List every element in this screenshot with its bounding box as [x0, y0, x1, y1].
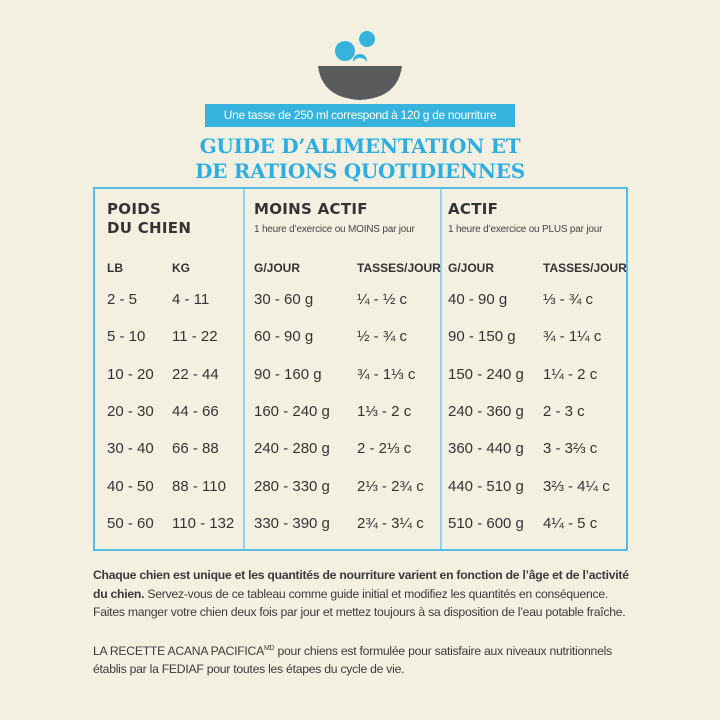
- group-title: MOINS ACTIF: [254, 200, 368, 218]
- column-header: TASSES/JOUR: [357, 261, 441, 275]
- table-cell: 90 - 160 g: [254, 365, 322, 383]
- group-subtitle: 1 heure d’exercice ou MOINS par jour: [254, 224, 415, 235]
- table-cell: 3⅔ - 4¼ c: [543, 477, 610, 495]
- table-cell: 240 - 280 g: [254, 440, 330, 458]
- group-title: POIDS: [107, 200, 162, 218]
- table-cell: 510 - 600 g: [448, 514, 524, 532]
- table-cell: 50 - 60: [107, 514, 154, 532]
- table-cell: ¼ - ½ c: [357, 291, 408, 308]
- table-cell: ⅓ - ¾ c: [543, 291, 594, 308]
- note-bold: Chaque chien est unique et les quantités…: [93, 568, 629, 601]
- column-header: KG: [172, 261, 190, 275]
- bowl-icon: [318, 31, 402, 100]
- note-sup: MD: [263, 644, 275, 652]
- group-subtitle: 1 heure d’exercice ou PLUS par jour: [448, 224, 603, 235]
- table-cell: 5 - 10: [107, 328, 146, 346]
- table-cell: 30 - 40: [107, 440, 154, 458]
- table-cell: 10 - 20: [107, 365, 154, 383]
- table-cell: 330 - 390 g: [254, 514, 330, 532]
- table-cell: 2¾ - 3¼ c: [357, 514, 424, 532]
- table-cell: 360 - 440 g: [448, 440, 524, 458]
- note: Chaque chien est unique et les quantités…: [93, 566, 633, 622]
- table-cell: 66 - 88: [172, 440, 219, 458]
- table-cell: 90 - 150 g: [448, 328, 516, 346]
- note-text: Servez-vous de ce tableau comme guide in…: [93, 586, 626, 620]
- table-cell: 2 - 5: [107, 291, 138, 308]
- note: LA RECETTE ACANA PACIFICAMD pour chiens …: [93, 640, 633, 679]
- table-cell: 3 - 3⅔ c: [543, 440, 598, 458]
- table-cell: 4¼ - 5 c: [543, 514, 598, 532]
- table-cell: 150 - 240 g: [448, 365, 524, 383]
- column-header: TASSES/JOUR: [543, 261, 627, 275]
- column-header: LB: [107, 261, 123, 275]
- table-cell: 44 - 66: [172, 402, 219, 420]
- table-cell: 1¼ - 2 c: [543, 365, 598, 383]
- table-cell: 11 - 22: [172, 328, 218, 346]
- table-cell: 160 - 240 g: [254, 402, 330, 420]
- table-cell: 440 - 510 g: [448, 477, 524, 495]
- column-header: G/JOUR: [448, 261, 495, 275]
- table-cell: 22 - 44: [172, 365, 219, 383]
- divider: [243, 189, 245, 549]
- table-cell: 2⅓ - 2¾ c: [357, 477, 424, 495]
- title-line: DE RATIONS QUOTIDIENNES: [195, 159, 525, 183]
- feeding-table: [93, 187, 628, 551]
- table-cell: 20 - 30: [107, 402, 154, 420]
- table-cell: 60 - 90 g: [254, 328, 314, 346]
- notes: Chaque chien est unique et les quantités…: [93, 566, 633, 697]
- title-line: GUIDE D’ALIMENTATION ET: [199, 134, 521, 158]
- group-title: DU CHIEN: [107, 219, 192, 237]
- note-text: pour chiens est formulée pour satisfaire…: [93, 643, 612, 677]
- banner: Une tasse de 250 ml correspond à 120 g d…: [205, 104, 515, 127]
- note-text: LA RECETTE ACANA PACIFICA: [93, 643, 264, 658]
- table-cell: ¾ - 1¼ c: [543, 328, 602, 346]
- table-cell: 2 - 2⅓ c: [357, 440, 412, 458]
- divider: [440, 189, 442, 549]
- table-cell: 30 - 60 g: [254, 291, 314, 308]
- table-cell: 88 - 110: [172, 477, 226, 495]
- table-cell: 2 - 3 c: [543, 402, 585, 420]
- group-title: ACTIF: [448, 200, 499, 218]
- table-cell: ½ - ¾ c: [357, 328, 408, 346]
- table-cell: 1⅓ - 2 c: [357, 402, 412, 420]
- table-cell: 40 - 50: [107, 477, 154, 495]
- table-cell: 240 - 360 g: [448, 402, 524, 420]
- table-cell: 40 - 90 g: [448, 291, 508, 308]
- table-cell: ¾ - 1⅓ c: [357, 365, 416, 383]
- column-header: G/JOUR: [254, 261, 301, 275]
- table-cell: 280 - 330 g: [254, 477, 330, 495]
- table-cell: 4 - 11: [172, 291, 210, 308]
- table-cell: 110 - 132: [172, 514, 235, 532]
